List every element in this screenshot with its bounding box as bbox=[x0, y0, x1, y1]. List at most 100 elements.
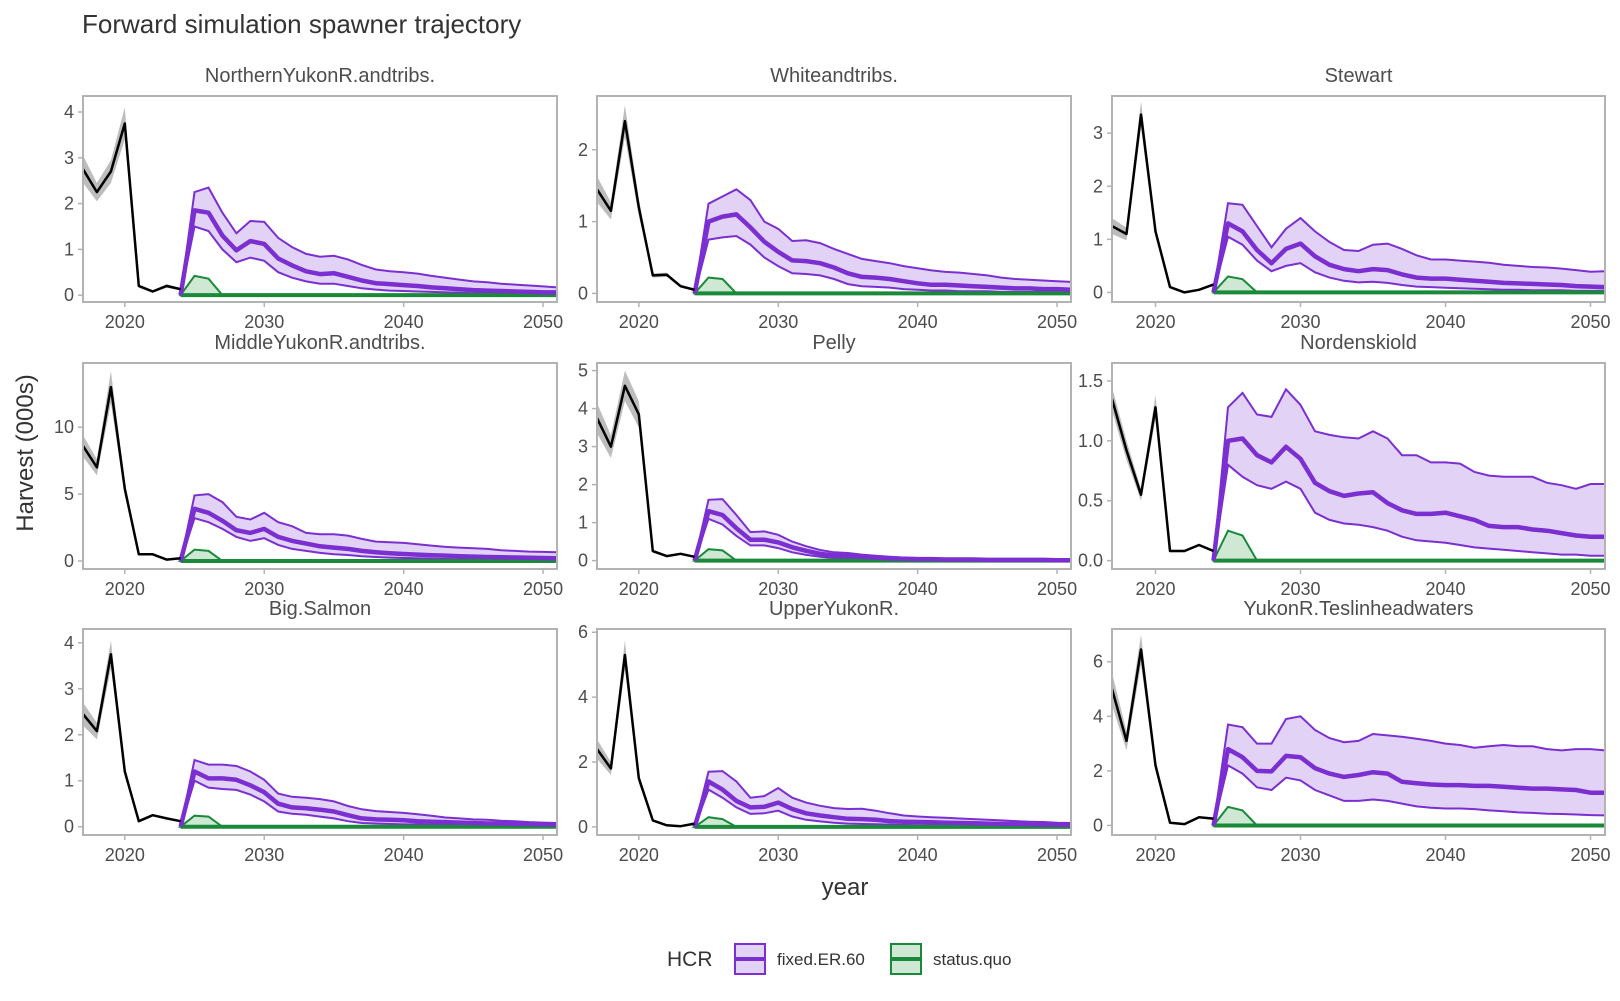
x-tick-label: 2050 bbox=[1037, 845, 1077, 865]
panel-plot-area bbox=[83, 640, 557, 829]
chart-title: Forward simulation spawner trajectory bbox=[82, 9, 521, 39]
x-tick-label: 2040 bbox=[1425, 312, 1465, 332]
y-tick-label: 4 bbox=[578, 687, 588, 707]
y-tick-label: 3 bbox=[1093, 123, 1103, 143]
y-axis-title: Harvest (000s) bbox=[12, 374, 39, 531]
panel-whiteandtribs: Whiteandtribs. 0 1 2 2020 2030 2040 2050 bbox=[578, 65, 1077, 332]
historical-line bbox=[83, 653, 181, 823]
status-quo-ribbon bbox=[692, 276, 739, 295]
x-tick-label: 2040 bbox=[384, 579, 424, 599]
historical-line bbox=[597, 653, 695, 828]
panel-border bbox=[596, 95, 1072, 303]
x-tick-label: 2040 bbox=[1425, 845, 1465, 865]
fixed-er-60-ribbon bbox=[1213, 203, 1605, 293]
panel-plot-area bbox=[597, 640, 1071, 829]
y-tick-label: 1.0 bbox=[1078, 431, 1103, 451]
x-axis-title: year bbox=[822, 874, 869, 901]
x-tick-label: 2030 bbox=[1280, 579, 1320, 599]
fixed-er-60-median-line bbox=[178, 208, 557, 296]
panel-big-salmon: Big.Salmon 0 1 2 3 4 2020 2030 2040 2050 bbox=[64, 598, 563, 865]
y-tick-label: 0 bbox=[578, 283, 588, 303]
panel-strip-label: NorthernYukonR.andtribs. bbox=[205, 65, 435, 87]
y-tick-label: 1 bbox=[64, 771, 74, 791]
panel-plot-area bbox=[1112, 634, 1605, 828]
x-tick-label: 2030 bbox=[758, 845, 798, 865]
panel-border bbox=[1111, 628, 1606, 836]
x-tick-label: 2030 bbox=[1280, 845, 1320, 865]
fixed-er-60-lower-line bbox=[1212, 763, 1605, 826]
fixed-er-60-lower-line bbox=[1212, 462, 1605, 561]
x-tick-label: 2040 bbox=[898, 312, 938, 332]
fixed-er-60-median-line bbox=[1211, 221, 1605, 293]
panel-plot-area bbox=[597, 105, 1071, 296]
y-tick-label: 0 bbox=[64, 285, 74, 305]
x-tick-label: 2050 bbox=[1037, 579, 1077, 599]
y-tick-label: 5 bbox=[64, 484, 74, 504]
y-tick-label: 6 bbox=[1093, 652, 1103, 672]
x-tick-label: 2030 bbox=[1280, 312, 1320, 332]
historical-band bbox=[83, 640, 181, 823]
y-tick-label: 1 bbox=[1093, 229, 1103, 249]
fixed-er-60-upper-line bbox=[1212, 202, 1605, 293]
y-tick-label: 2 bbox=[578, 140, 588, 160]
historical-line bbox=[83, 122, 181, 293]
y-tick-label: 2 bbox=[64, 725, 74, 745]
panel-strip-label: Big.Salmon bbox=[269, 598, 371, 620]
fixed-er-60-median-line bbox=[692, 508, 1071, 563]
x-tick-label: 2030 bbox=[244, 845, 284, 865]
y-tick-label: 2 bbox=[64, 194, 74, 214]
x-tick-label: 2030 bbox=[758, 579, 798, 599]
historical-band bbox=[597, 105, 695, 292]
x-tick-label: 2030 bbox=[244, 579, 284, 599]
legend-label-fixed-er-60: fixed.ER.60 bbox=[777, 950, 865, 969]
panel-pelly: Pelly 0 1 2 3 4 5 2020 2030 2040 2050 bbox=[578, 332, 1077, 599]
legend-item-fixed-er-60: fixed.ER.60 bbox=[734, 943, 865, 975]
x-tick-label: 2020 bbox=[1135, 579, 1175, 599]
legend-title: HCR bbox=[667, 948, 713, 971]
x-tick-label: 2050 bbox=[523, 845, 563, 865]
y-tick-label: 3 bbox=[578, 437, 588, 457]
y-tick-label: 0.0 bbox=[1078, 551, 1103, 571]
y-tick-label: 1 bbox=[64, 239, 74, 259]
fixed-er-60-ribbon bbox=[694, 499, 1071, 561]
x-tick-label: 2040 bbox=[1425, 579, 1465, 599]
x-tick-label: 2020 bbox=[105, 312, 145, 332]
y-tick-label: 0 bbox=[578, 551, 588, 571]
fixed-er-60-upper-line bbox=[179, 493, 557, 562]
x-tick-label: 2040 bbox=[384, 845, 424, 865]
x-tick-label: 2020 bbox=[105, 579, 145, 599]
y-tick-label: 2 bbox=[1093, 176, 1103, 196]
fixed-er-60-upper-line bbox=[693, 770, 1071, 828]
x-tick-label: 2040 bbox=[384, 312, 424, 332]
y-tick-label: 5 bbox=[578, 361, 588, 381]
y-tick-label: 2 bbox=[578, 752, 588, 772]
fixed-er-60-ribbon bbox=[180, 187, 557, 296]
panel-plot-area bbox=[83, 107, 557, 298]
panel-strip-label: Stewart bbox=[1325, 65, 1393, 87]
y-tick-label: 2 bbox=[578, 475, 588, 495]
status-quo-ribbon bbox=[1211, 529, 1259, 562]
x-tick-label: 2040 bbox=[898, 579, 938, 599]
historical-line bbox=[83, 385, 181, 561]
x-tick-label: 2050 bbox=[523, 579, 563, 599]
panel-yukonr-teslinheadwaters: YukonR.Teslinheadwaters 0 2 4 6 2020 2030 2040 2… bbox=[1093, 598, 1611, 865]
historical-line bbox=[1112, 398, 1214, 553]
historical-line bbox=[1112, 648, 1214, 826]
historical-band bbox=[83, 371, 181, 560]
panel-border bbox=[82, 628, 558, 836]
fixed-er-60-ribbon bbox=[694, 189, 1071, 294]
status-quo-ribbon bbox=[1211, 275, 1260, 294]
fixed-er-60-median-line bbox=[178, 506, 557, 562]
panel-border bbox=[596, 362, 1072, 570]
panel-strip-label: UpperYukonR. bbox=[769, 598, 899, 620]
panel-border bbox=[1111, 95, 1606, 303]
legend: HCR fixed.ER.60 status.quo bbox=[667, 943, 1011, 975]
fixed-er-60-upper-line bbox=[1212, 387, 1605, 561]
panel-strip-label: Whiteandtribs. bbox=[770, 65, 898, 87]
status-quo-ribbon bbox=[178, 274, 225, 297]
x-tick-label: 2040 bbox=[898, 845, 938, 865]
historical-line bbox=[597, 384, 695, 559]
